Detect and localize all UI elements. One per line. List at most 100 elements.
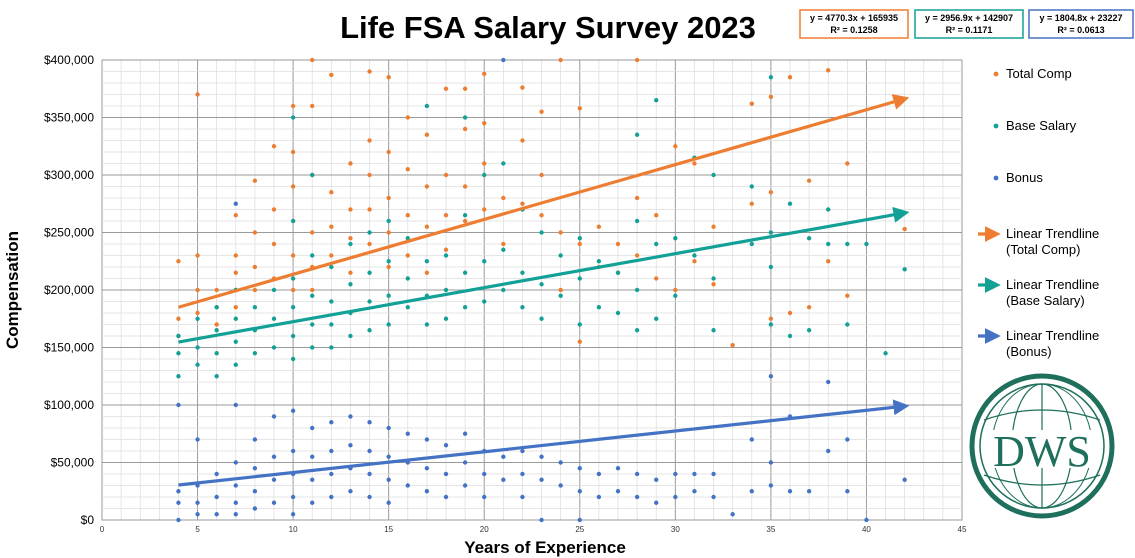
point-bonus — [501, 57, 506, 63]
point-base-salary — [271, 316, 277, 321]
point-base-salary — [252, 305, 258, 310]
point-base-salary — [329, 264, 334, 270]
point-bonus — [501, 454, 506, 459]
point-bonus — [310, 425, 315, 431]
point-bonus — [176, 517, 181, 523]
point-total-comp — [787, 310, 793, 316]
point-total-comp — [233, 213, 238, 218]
point-base-salary — [615, 270, 621, 275]
point-total-comp — [290, 253, 296, 258]
point-base-salary — [290, 356, 296, 362]
equation-bonus: y = 1804.8x + 23227 — [1039, 13, 1122, 23]
point-bonus — [367, 448, 372, 454]
point-base-salary — [711, 328, 716, 333]
point-total-comp — [462, 86, 468, 91]
point-total-comp — [482, 161, 487, 166]
point-total-comp — [271, 241, 277, 247]
point-base-salary — [596, 259, 602, 264]
point-total-comp — [348, 161, 353, 166]
point-total-comp — [539, 109, 544, 114]
point-base-salary — [845, 241, 850, 247]
point-bonus — [290, 512, 296, 517]
point-bonus — [845, 437, 850, 442]
point-bonus — [386, 425, 391, 431]
point-total-comp — [902, 226, 907, 232]
point-total-comp — [233, 270, 238, 275]
point-base-salary — [310, 322, 315, 327]
point-base-salary — [826, 241, 831, 247]
trendline-bonus — [178, 399, 910, 487]
point-bonus — [271, 414, 277, 419]
point-base-salary — [329, 299, 334, 304]
point-total-comp — [520, 138, 525, 143]
point-bonus — [386, 477, 391, 482]
point-total-comp — [749, 201, 754, 206]
y-tick-label: $400,000 — [44, 53, 94, 67]
point-bonus — [367, 494, 372, 500]
point-total-comp — [768, 316, 774, 321]
point-bonus — [692, 471, 697, 477]
point-total-comp — [826, 259, 831, 264]
point-base-salary — [176, 351, 181, 356]
point-base-salary — [386, 293, 391, 298]
point-total-comp — [462, 184, 468, 189]
point-base-salary — [271, 345, 277, 350]
point-bonus — [749, 489, 754, 494]
point-base-salary — [233, 316, 238, 321]
point-total-comp — [806, 178, 812, 183]
legend-label-bonus: Bonus — [1006, 170, 1043, 185]
point-bonus — [864, 517, 869, 523]
x-tick-label: 20 — [480, 525, 489, 534]
point-base-salary — [424, 103, 430, 109]
point-bonus — [176, 402, 181, 408]
x-tick-label: 45 — [958, 525, 967, 534]
point-base-salary — [310, 253, 315, 258]
point-total-comp — [482, 207, 487, 212]
point-total-comp — [233, 253, 238, 258]
point-bonus — [195, 512, 200, 517]
point-base-salary — [673, 236, 678, 241]
point-bonus — [176, 500, 181, 505]
chart-title: Life FSA Salary Survey 2023 — [340, 10, 756, 45]
point-bonus — [329, 494, 334, 500]
point-bonus — [634, 471, 640, 477]
point-bonus — [768, 483, 774, 488]
point-total-comp — [768, 190, 774, 195]
point-bonus — [443, 494, 449, 500]
point-total-comp — [252, 230, 258, 235]
point-bonus — [329, 448, 334, 454]
point-base-salary — [615, 310, 621, 316]
point-total-comp — [405, 253, 410, 258]
point-base-salary — [195, 362, 200, 367]
point-total-comp — [673, 287, 678, 293]
legend-marker-base-salary — [993, 123, 999, 129]
point-total-comp — [329, 253, 334, 258]
point-base-salary — [367, 299, 372, 304]
point-total-comp — [252, 264, 258, 270]
point-bonus — [634, 494, 640, 500]
r2-bonus: R² = 0.0613 — [1057, 25, 1104, 35]
point-total-comp — [195, 92, 200, 97]
point-base-salary — [214, 328, 219, 333]
point-total-comp — [290, 184, 296, 189]
point-total-comp — [673, 144, 678, 149]
point-bonus — [558, 460, 563, 465]
point-base-salary — [405, 276, 410, 281]
point-base-salary — [271, 287, 277, 293]
point-base-salary — [634, 132, 640, 137]
point-base-salary — [634, 218, 640, 224]
point-total-comp — [386, 230, 391, 235]
point-base-salary — [539, 230, 544, 235]
point-base-salary — [577, 236, 582, 241]
x-axis-label: Years of Experience — [464, 538, 626, 557]
point-base-salary — [749, 184, 754, 189]
y-tick-label: $300,000 — [44, 168, 94, 182]
point-total-comp — [749, 101, 754, 106]
point-bonus — [482, 471, 487, 477]
point-base-salary — [501, 247, 506, 252]
point-base-salary — [386, 322, 391, 327]
point-total-comp — [577, 106, 582, 111]
point-total-comp — [405, 167, 410, 172]
point-total-comp — [424, 184, 430, 189]
point-bonus — [577, 466, 582, 471]
